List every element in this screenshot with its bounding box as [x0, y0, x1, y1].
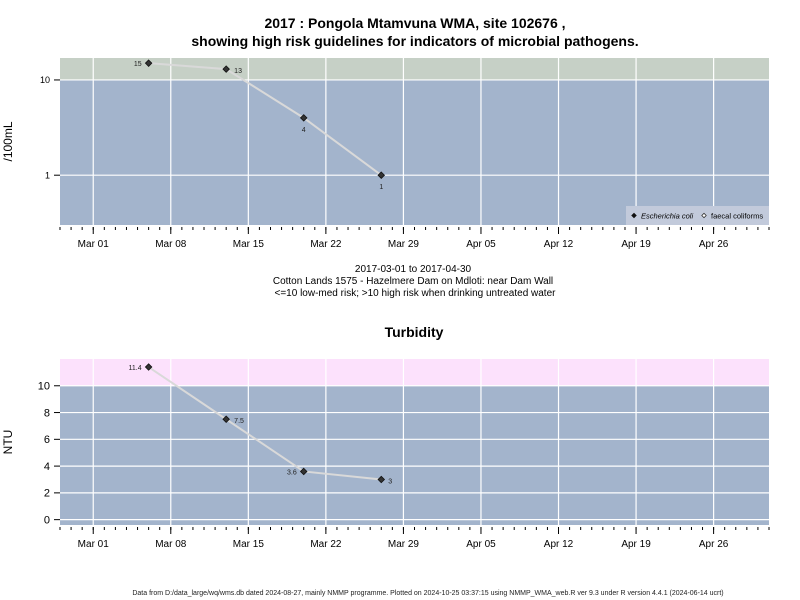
y-tick-label: 8 — [44, 407, 50, 419]
x-tick-label: Mar 29 — [388, 539, 420, 550]
y-tick-label: 10 — [38, 381, 50, 393]
legend-box — [626, 206, 769, 225]
guideline-band — [60, 359, 769, 386]
x-tick-label: Apr 26 — [699, 239, 729, 250]
y-tick-label: 6 — [44, 434, 50, 446]
x-tick-label: Mar 01 — [78, 239, 110, 250]
data-point — [377, 171, 386, 179]
chart-legend: Escherichia coli faecal coliforms — [626, 206, 769, 225]
guideline-band — [60, 58, 769, 80]
x-tick-label: Apr 19 — [621, 539, 651, 550]
x-tick-label: Apr 19 — [621, 239, 651, 250]
x-tick-label: Apr 05 — [466, 239, 496, 250]
data-label: 3.6 — [287, 469, 297, 476]
data-label: 3 — [388, 478, 392, 485]
site-description: Cotton Lands 1575 - Hazelmere Dam on Mdl… — [272, 276, 554, 287]
data-point — [377, 475, 386, 484]
legend-marker-faecal — [701, 212, 707, 219]
legend-marker-ecoli — [631, 212, 637, 219]
chart-title-line1: 2017 : Pongola Mtamvuna WMA, site 102676… — [264, 15, 566, 31]
x-tick-label: Mar 01 — [78, 539, 110, 550]
x-tick-label: Mar 08 — [155, 539, 187, 550]
x-tick-label: Mar 22 — [310, 239, 342, 250]
legend-label-faecal: faecal coliforms — [711, 212, 763, 221]
data-point — [299, 467, 308, 476]
x-tick-label: Mar 15 — [233, 239, 265, 250]
x-tick-label: Mar 22 — [310, 539, 342, 550]
series-line — [148, 366, 382, 481]
y-axis-label: NTU — [1, 430, 15, 455]
y-tick-label: 0 — [44, 514, 50, 526]
x-tick-label: Apr 12 — [544, 239, 574, 250]
data-point — [299, 114, 308, 122]
data-point — [144, 363, 153, 371]
data-label: 13 — [234, 68, 242, 75]
x-tick-label: Mar 29 — [388, 239, 420, 250]
y-tick-label: 2 — [44, 488, 50, 500]
data-label: 1 — [379, 184, 383, 191]
y-axis-label: /100mL — [1, 121, 15, 161]
x-tick-label: Apr 26 — [699, 539, 729, 550]
data-source-footer: Data from D:/data_large/wq/wms.db dated … — [132, 590, 724, 597]
risk-guideline-note: <=10 low-med risk; >10 high risk when dr… — [274, 288, 556, 299]
legend-label-ecoli: Escherichia coli — [641, 212, 693, 221]
data-point — [144, 59, 153, 67]
y-tick-label: 1 — [45, 170, 50, 180]
data-label: 7.5 — [234, 418, 244, 425]
x-tick-label: Mar 08 — [155, 239, 187, 250]
chart-title-line2: showing high risk guidelines for indicat… — [191, 33, 639, 49]
data-point — [222, 415, 230, 424]
plot-background — [60, 58, 769, 225]
x-tick-label: Apr 12 — [544, 539, 574, 550]
data-label: 4 — [302, 127, 306, 134]
date-range: 2017-03-01 to 2017-04-30 — [354, 264, 472, 275]
y-tick-label: 4 — [44, 461, 50, 473]
turbidity-chart-title: Turbidity — [384, 324, 444, 340]
y-tick-label: 10 — [40, 75, 50, 85]
data-label: 11.4 — [129, 365, 142, 372]
x-tick-label: Mar 15 — [233, 539, 265, 550]
data-label: 15 — [134, 61, 142, 68]
data-point — [222, 65, 230, 73]
series-line — [148, 62, 382, 177]
x-tick-label: Apr 05 — [466, 539, 496, 550]
